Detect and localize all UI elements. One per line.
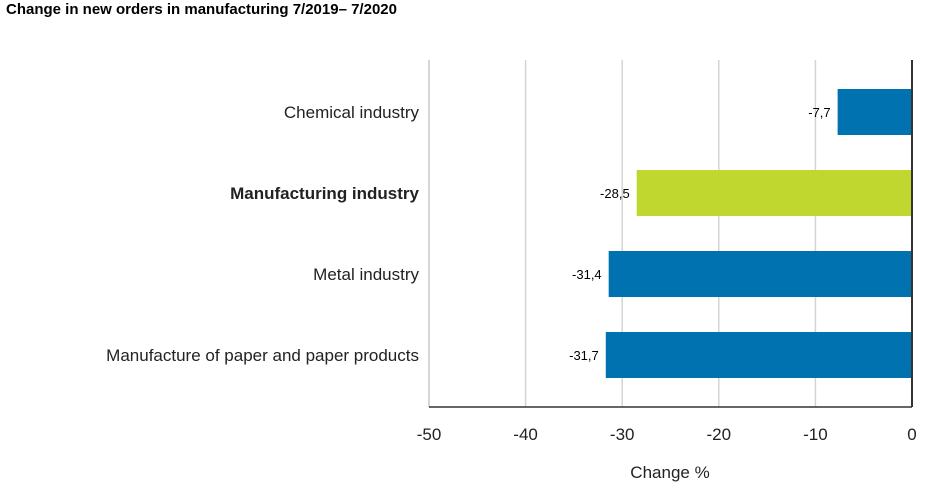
data-label: -31,4 xyxy=(572,267,602,282)
x-axis-title: Change % xyxy=(630,463,709,482)
data-label: -28,5 xyxy=(600,186,630,201)
category-label: Manufacturing industry xyxy=(230,184,419,203)
x-tick-label: -30 xyxy=(610,425,635,444)
bar xyxy=(636,170,912,216)
x-tick-label: -40 xyxy=(513,425,538,444)
chart-title: Change in new orders in manufacturing 7/… xyxy=(6,1,397,18)
data-label: -7,7 xyxy=(808,105,830,120)
bar xyxy=(605,332,912,378)
x-tick-label: 0 xyxy=(907,425,916,444)
x-tick-label: -10 xyxy=(803,425,828,444)
category-label: Metal industry xyxy=(313,265,419,284)
category-label: Chemical industry xyxy=(284,103,420,122)
x-tick-label: -20 xyxy=(707,425,732,444)
bar xyxy=(837,89,912,135)
category-label: Manufacture of paper and paper products xyxy=(106,346,419,365)
data-label: -31,7 xyxy=(569,348,599,363)
bar xyxy=(608,251,912,297)
x-tick-label: -50 xyxy=(417,425,442,444)
